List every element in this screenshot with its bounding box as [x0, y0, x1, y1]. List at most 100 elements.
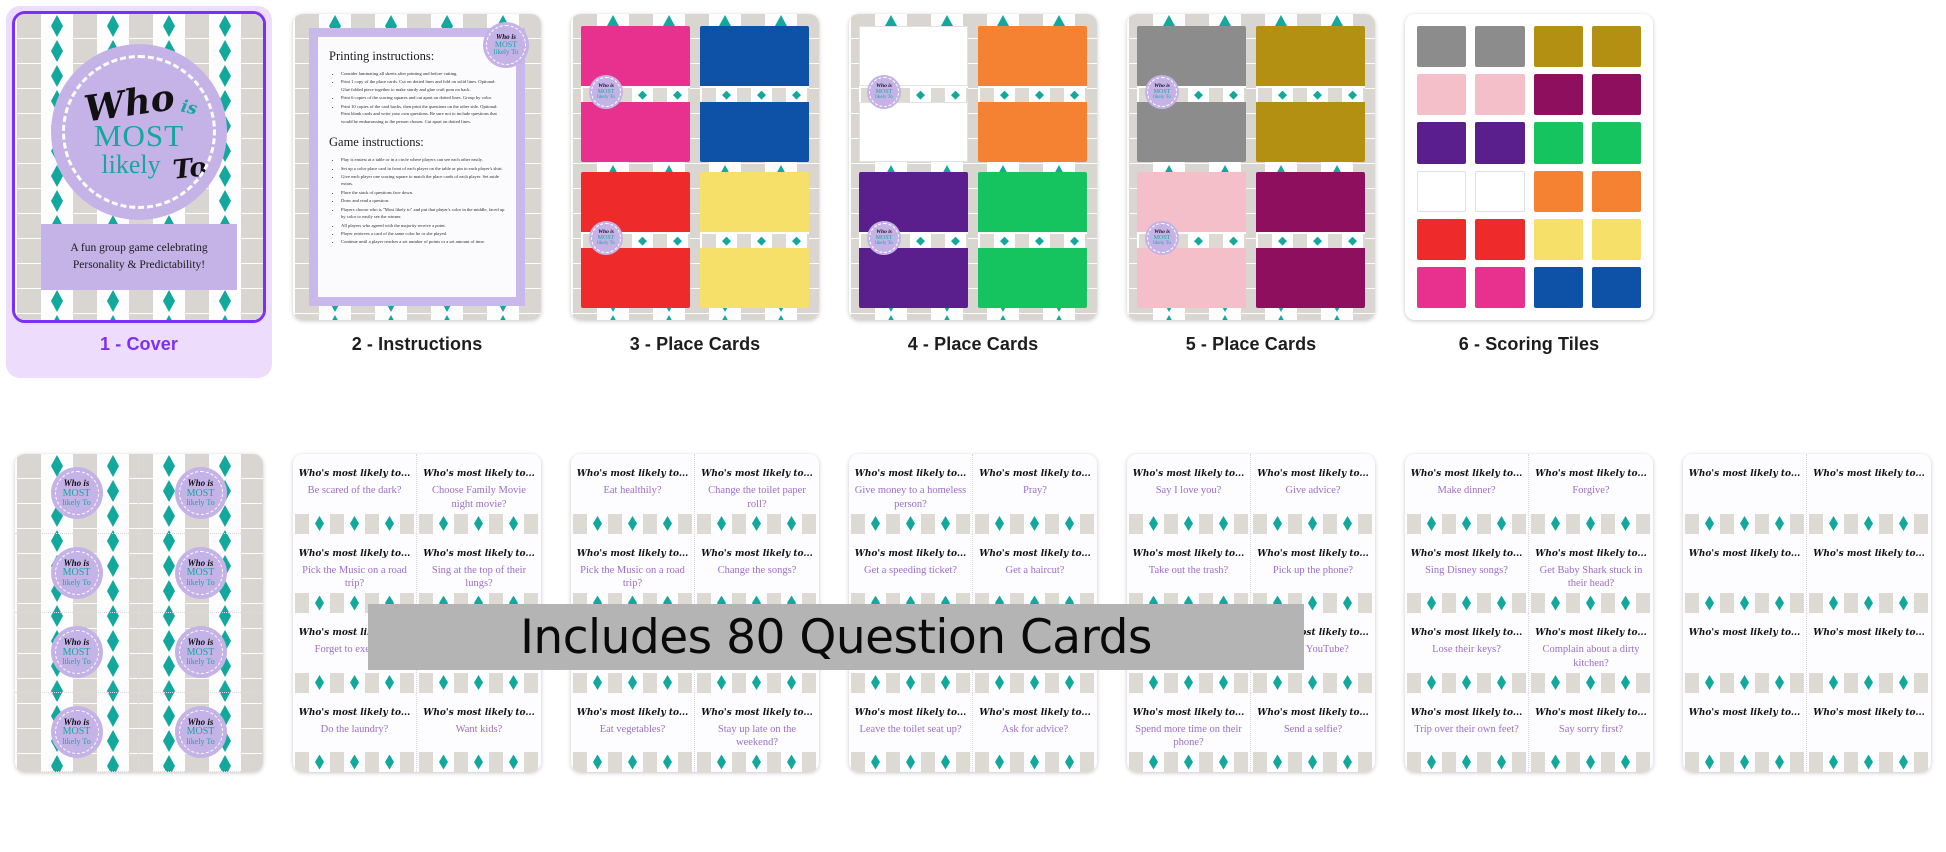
question-card[interactable]: Who's most likely to...: [1683, 613, 1807, 693]
page-preview-place[interactable]: Who is MOST likely To Who is MOST likely To: [849, 14, 1097, 320]
page-preview-place[interactable]: Who is MOST likely To Who is MOST likely To: [571, 14, 819, 320]
scoring-tile[interactable]: [1533, 218, 1583, 260]
question-card[interactable]: Who's most likely to... Eat healthily?: [571, 454, 695, 534]
page-preview-scoring[interactable]: [1405, 14, 1653, 320]
page-preview-place[interactable]: Who is MOST likely To Who is MOST likely To: [1127, 14, 1375, 320]
scoring-tile[interactable]: [1417, 74, 1467, 116]
page-thumbnail-4[interactable]: Who is MOST likely To Who is MOST likely To 4 …: [834, 0, 1112, 440]
place-card[interactable]: Who is MOST likely To: [859, 172, 968, 308]
question-card[interactable]: Who's most likely to... Sing Disney songs…: [1405, 533, 1529, 613]
question-card[interactable]: Who's most likely to... Change the songs?: [695, 533, 819, 613]
question-card[interactable]: Who's most likely to... Want kids?: [417, 692, 541, 772]
question-card[interactable]: Who's most likely to... Ask for advice?: [973, 692, 1097, 772]
question-card[interactable]: Who's most likely to... Leave the toilet …: [849, 692, 973, 772]
question-card[interactable]: Who's most likely to... Eat vegetables?: [571, 692, 695, 772]
question-card[interactable]: Who's most likely to... Forgive?: [1529, 454, 1653, 534]
scoring-tile[interactable]: [1591, 26, 1641, 68]
question-card[interactable]: Who's most likely to...: [1807, 533, 1931, 613]
place-card[interactable]: [700, 26, 809, 162]
scoring-tile[interactable]: [1475, 26, 1525, 68]
place-card[interactable]: Who is MOST likely To: [581, 26, 690, 162]
thumbnail-wrapper[interactable]: [1405, 14, 1653, 320]
card-back[interactable]: Who is MOST likely To: [139, 613, 263, 693]
scoring-tile[interactable]: [1591, 122, 1641, 164]
question-card[interactable]: Who's most likely to... Change the toilet…: [695, 454, 819, 534]
scoring-tile[interactable]: [1417, 170, 1467, 212]
question-card[interactable]: Who's most likely to... Get Baby Shark st…: [1529, 533, 1653, 613]
question-card[interactable]: Who's most likely to... Lose their keys?: [1405, 613, 1529, 693]
thumbnail-wrapper[interactable]: Who's most likely to... Who's most likely…: [1683, 454, 1931, 772]
scoring-tile[interactable]: [1591, 218, 1641, 260]
question-cards-sheet[interactable]: Who's most likely to... Make dinner? Who's…: [1405, 454, 1653, 772]
card-back[interactable]: Who is MOST likely To: [15, 692, 139, 772]
place-card[interactable]: Who is MOST likely To: [1137, 172, 1246, 308]
question-card[interactable]: Who's most likely to... Give advice?: [1251, 454, 1375, 534]
question-card[interactable]: Who's most likely to...: [1683, 533, 1807, 613]
place-card[interactable]: [700, 172, 809, 308]
thumbnail-wrapper[interactable]: Who is MOST likely To A fun group game celebr…: [12, 11, 266, 323]
question-card[interactable]: Who's most likely to... Spend more time o…: [1127, 692, 1251, 772]
question-card[interactable]: Who's most likely to... Choose Family Mov…: [417, 454, 541, 534]
card-back[interactable]: Who is MOST likely To: [15, 454, 139, 534]
scoring-tile[interactable]: [1533, 170, 1583, 212]
question-card[interactable]: Who's most likely to...: [1683, 454, 1807, 534]
question-card[interactable]: Who's most likely to... Send a selfie?: [1251, 692, 1375, 772]
question-card[interactable]: Who's most likely to... Give money to a h…: [849, 454, 973, 534]
scoring-tile[interactable]: [1475, 170, 1525, 212]
scoring-tile[interactable]: [1475, 74, 1525, 116]
scoring-tile[interactable]: [1475, 266, 1525, 308]
card-back[interactable]: Who is MOST likely To: [139, 454, 263, 534]
page-thumbnail-6[interactable]: 6 - Scoring Tiles: [1390, 0, 1668, 440]
question-card[interactable]: Who's most likely to... Get a haircut?: [973, 533, 1097, 613]
thumbnail-wrapper[interactable]: Who is MOST likely To Who is MOST likely To Wh…: [15, 454, 263, 772]
scoring-tile[interactable]: [1533, 122, 1583, 164]
place-card[interactable]: [978, 172, 1087, 308]
place-card[interactable]: [1256, 172, 1365, 308]
place-card[interactable]: Who is MOST likely To: [581, 172, 690, 308]
question-card[interactable]: Who's most likely to... Complain about a …: [1529, 613, 1653, 693]
page-thumbnail-3[interactable]: Who is MOST likely To Who is MOST likely To 3 …: [556, 0, 834, 440]
question-sheet-thumbnail-1[interactable]: Who is MOST likely To Who is MOST likely To Wh…: [0, 440, 278, 852]
card-back[interactable]: Who is MOST likely To: [15, 533, 139, 613]
page-preview-instructions[interactable]: Printing instructions: Consider laminatin…: [293, 14, 541, 320]
scoring-tile[interactable]: [1417, 122, 1467, 164]
question-card[interactable]: Who's most likely to... Be scared of the …: [293, 454, 417, 534]
question-card[interactable]: Who's most likely to... Make dinner?: [1405, 454, 1529, 534]
question-card[interactable]: Who's most likely to... Say sorry first?: [1529, 692, 1653, 772]
question-card[interactable]: Who's most likely to...: [1807, 613, 1931, 693]
question-sheet-thumbnail-6[interactable]: Who's most likely to... Make dinner? Who's…: [1390, 440, 1668, 852]
scoring-tile[interactable]: [1533, 266, 1583, 308]
question-card[interactable]: Who's most likely to... Take out the tras…: [1127, 533, 1251, 613]
scoring-tile[interactable]: [1591, 74, 1641, 116]
page-thumbnail-2[interactable]: Printing instructions: Consider laminatin…: [278, 0, 556, 440]
page-thumbnail-5[interactable]: Who is MOST likely To Who is MOST likely To 5 …: [1112, 0, 1390, 440]
thumbnail-wrapper[interactable]: Printing instructions: Consider laminatin…: [293, 14, 541, 320]
question-card[interactable]: Who's most likely to...: [1807, 454, 1931, 534]
scoring-tile[interactable]: [1533, 74, 1583, 116]
scoring-tile[interactable]: [1475, 122, 1525, 164]
scoring-tile[interactable]: [1417, 26, 1467, 68]
question-card[interactable]: Who's most likely to... Sing at the top o…: [417, 533, 541, 613]
card-back[interactable]: Who is MOST likely To: [139, 692, 263, 772]
question-card[interactable]: Who's most likely to...: [1683, 692, 1807, 772]
page-thumbnail-1[interactable]: Who is MOST likely To A fun group game celebr…: [0, 0, 278, 440]
question-card[interactable]: Who's most likely to... Pick the Music on…: [293, 533, 417, 613]
question-card[interactable]: Who's most likely to... Say I love you?: [1127, 454, 1251, 534]
thumbnail-wrapper[interactable]: Who is MOST likely To Who is MOST likely To: [1127, 14, 1375, 320]
question-card[interactable]: Who's most likely to... Do the laundry?: [293, 692, 417, 772]
question-card[interactable]: Who's most likely to... Pick the Music on…: [571, 533, 695, 613]
scoring-tile[interactable]: [1533, 26, 1583, 68]
place-card[interactable]: [978, 26, 1087, 162]
question-card[interactable]: Who's most likely to... Pick up the phone…: [1251, 533, 1375, 613]
question-cards-sheet[interactable]: Who's most likely to... Who's most likely…: [1683, 454, 1931, 772]
place-card[interactable]: Who is MOST likely To: [1137, 26, 1246, 162]
question-card[interactable]: Who's most likely to... Stay up late on t…: [695, 692, 819, 772]
scoring-tile[interactable]: [1475, 218, 1525, 260]
question-card[interactable]: Who's most likely to... Get a speeding ti…: [849, 533, 973, 613]
scoring-tile[interactable]: [1417, 218, 1467, 260]
scoring-tile[interactable]: [1591, 266, 1641, 308]
question-card[interactable]: Who's most likely to... Trip over their o…: [1405, 692, 1529, 772]
thumbnail-wrapper[interactable]: Who's most likely to... Make dinner? Who's…: [1405, 454, 1653, 772]
question-card[interactable]: Who's most likely to... Pray?: [973, 454, 1097, 534]
scoring-tile[interactable]: [1417, 266, 1467, 308]
